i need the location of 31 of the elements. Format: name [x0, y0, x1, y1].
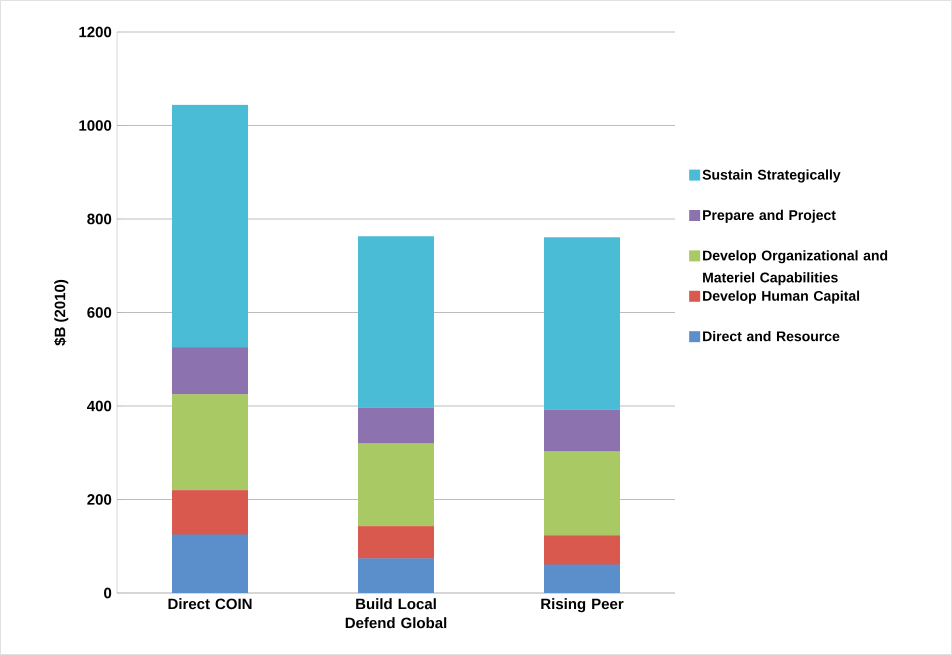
y-tick-label: 400 [87, 400, 112, 412]
x-tick-label: Rising Peer [541, 598, 624, 612]
legend-label: Develop Human Capital [703, 290, 860, 304]
bar [172, 347, 248, 394]
y-tick-label: 1200 [79, 26, 112, 38]
bar [172, 490, 248, 535]
y-tick-label: 0 [104, 588, 112, 598]
y-axis-title: $B (2010) [54, 280, 68, 346]
bar [358, 408, 434, 444]
bar [544, 237, 620, 410]
legend-label: Sustain Strategically [702, 169, 841, 183]
legend-label: Develop Organizational and Materiel Capabilities [703, 250, 888, 286]
x-tick-label: Direct COIN [168, 598, 252, 610]
bar [544, 410, 620, 452]
x-tick-label: Build Local Defend Global [346, 598, 446, 628]
bar [172, 534, 248, 593]
legend-label: Prepare and Project [703, 210, 836, 223]
y-tick-label: 200 [87, 494, 112, 505]
legend-label: Direct and Resource [703, 330, 840, 342]
bar [544, 535, 620, 564]
bar [358, 558, 434, 593]
bar [358, 443, 434, 526]
bar [544, 564, 620, 593]
bar [172, 104, 248, 348]
bar [172, 394, 248, 490]
y-tick-label: 1000 [79, 120, 112, 131]
y-tick-label: 800 [87, 214, 112, 224]
bar [544, 451, 620, 536]
y-tick-label: 600 [87, 307, 112, 318]
bar [358, 236, 434, 408]
bar [358, 526, 434, 558]
